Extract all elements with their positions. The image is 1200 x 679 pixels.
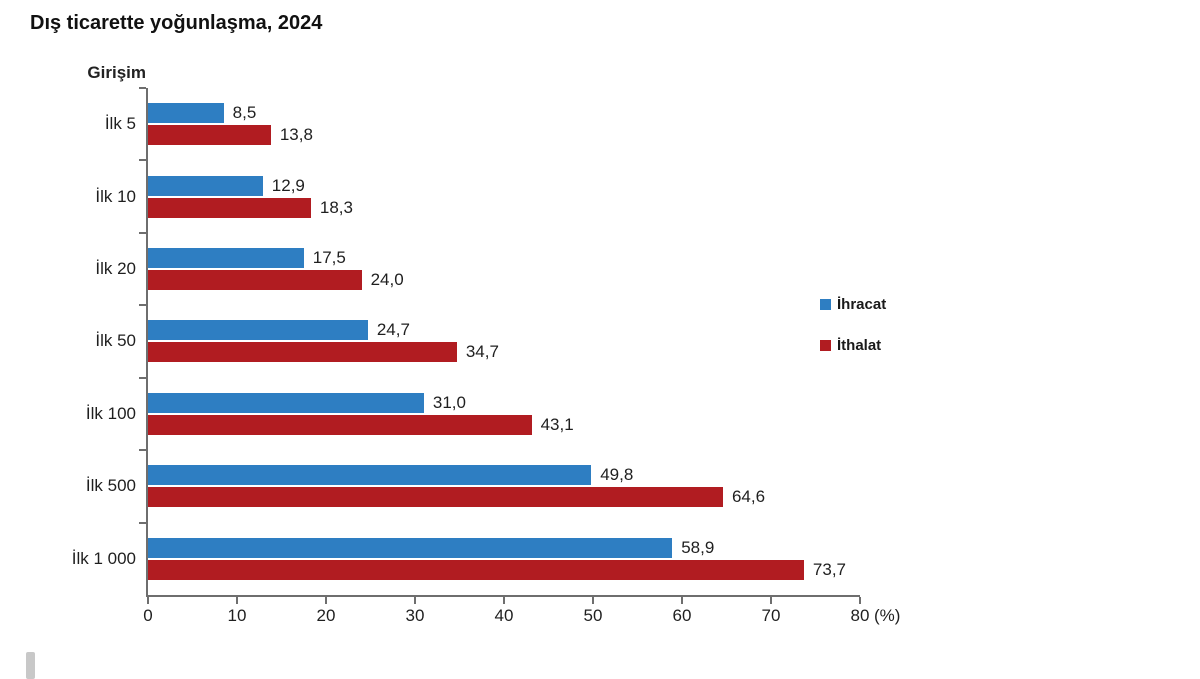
legend-label: İthalat (837, 337, 882, 354)
x-axis-tick (503, 597, 505, 604)
legend-label: İhracat (837, 296, 887, 313)
x-axis-tick (325, 597, 327, 604)
bar-ithalat: 24,0 (148, 270, 404, 291)
legend-item-ihracat: İhracat (820, 296, 886, 313)
bar-ihracat: 8,5 (148, 103, 256, 124)
legend: İhracat İthalat (820, 296, 886, 354)
scrollbar-thumb[interactable] (26, 652, 35, 679)
bar-ihracat: 31,0 (148, 392, 466, 413)
category-label: İlk 50 (95, 331, 136, 351)
y-axis-title: Girişim (87, 63, 146, 82)
category-band: İlk 5 8,5 13,8 (105, 88, 860, 160)
x-axis-tick (236, 597, 238, 604)
legend-item-ithalat: İthalat (820, 337, 886, 354)
value-label: 31,0 (432, 392, 466, 412)
value-label: 24,7 (376, 320, 410, 340)
bar-ithalat: 18,3 (148, 197, 353, 218)
bar-ithalat: 43,1 (148, 414, 574, 435)
category-label: İlk 100 (85, 403, 136, 423)
x-axis-tick-label: 40 (494, 606, 514, 625)
value-label: 64,6 (731, 487, 766, 507)
bar-ihracat: 58,9 (148, 537, 714, 558)
category-band: İlk 1 000 58,9 73,7 (72, 523, 860, 595)
x-axis-tick (681, 597, 683, 604)
y-axis-tick (139, 231, 146, 234)
y-axis-tick (139, 449, 146, 452)
x-axis-tick-label: 60 (672, 606, 692, 625)
category-label: İlk 5 (104, 114, 136, 134)
x-axis-unit-label: (%) (874, 606, 901, 625)
category-label: İlk 500 (85, 476, 136, 496)
category-band: İlk 20 17,5 24,0 (95, 233, 860, 305)
x-axis-tick (859, 597, 861, 604)
y-axis-tick (139, 521, 146, 524)
x-axis-tick-label: 20 (316, 606, 336, 625)
plot-area: (%) İlk 5 8,5 13,8 İlk 10 12,9 18,3 İlk 20 17,5… (72, 87, 900, 625)
bar-ithalat: 34,7 (148, 342, 499, 363)
legend-swatch-icon (820, 299, 831, 310)
bar-ihracat: 24,7 (148, 320, 410, 341)
x-axis-tick-label: 80 (850, 606, 870, 625)
x-axis-tick-label: 50 (583, 606, 603, 625)
bar-ithalat: 13,8 (148, 125, 313, 146)
x-axis-tick-label: 0 (143, 606, 153, 625)
chart-title: Dış ticarette yoğunlaşma, 2024 (30, 12, 323, 34)
x-axis-tick (147, 597, 149, 604)
value-label: 43,1 (540, 414, 574, 434)
bar-ihracat: 12,9 (148, 175, 305, 196)
value-label: 17,5 (312, 248, 346, 268)
value-label: 8,5 (232, 103, 257, 123)
bar-ithalat: 64,6 (148, 487, 765, 508)
y-axis-tick (139, 87, 146, 89)
value-label: 13,8 (279, 125, 313, 145)
category-label: İlk 1 000 (71, 548, 136, 568)
x-axis-tick-label: 10 (227, 606, 247, 625)
category-band: İlk 500 49,8 64,6 (86, 450, 860, 522)
value-label: 12,9 (271, 175, 305, 195)
x-axis-tick-label: 30 (405, 606, 425, 625)
bar-ithalat: 73,7 (148, 559, 846, 580)
bar-ihracat: 49,8 (148, 465, 633, 486)
x-axis-tick (414, 597, 416, 604)
x-axis-tick-label: 70 (761, 606, 781, 625)
y-axis-tick (139, 376, 146, 379)
category-band: İlk 100 31,0 43,1 (86, 378, 860, 450)
y-axis-tick (139, 159, 146, 162)
x-axis-tick (592, 597, 594, 604)
category-label: İlk 20 (95, 259, 136, 279)
value-label: 73,7 (812, 559, 847, 579)
y-axis-tick (139, 304, 146, 307)
value-label: 24,0 (370, 270, 404, 290)
x-axis-tick (770, 597, 772, 604)
bar-ihracat: 17,5 (148, 248, 346, 269)
category-label: İlk 10 (95, 186, 136, 206)
value-label: 18,3 (319, 197, 353, 217)
category-band: İlk 10 12,9 18,3 (95, 160, 860, 232)
value-label: 58,9 (681, 537, 715, 557)
value-label: 34,7 (465, 342, 499, 362)
value-label: 49,8 (600, 465, 634, 485)
legend-swatch-icon (820, 340, 831, 351)
category-band: İlk 50 24,7 34,7 (95, 305, 860, 377)
